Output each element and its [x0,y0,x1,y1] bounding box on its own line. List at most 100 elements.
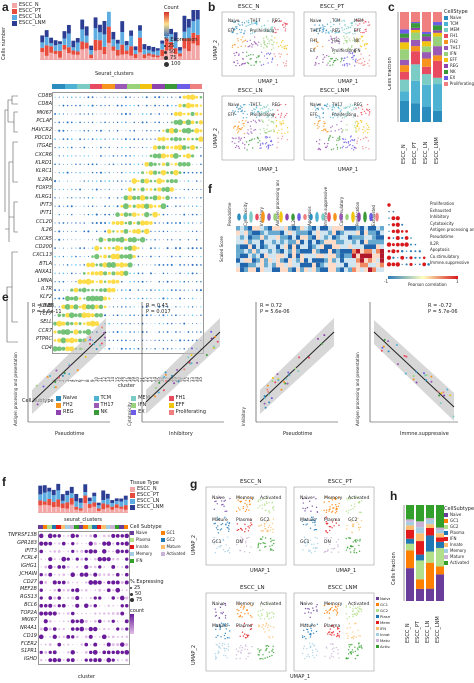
umap-point [271,611,273,613]
umap-point [362,40,364,42]
legend-label: Innate [380,632,390,637]
umap-point [351,636,354,638]
expression-dot [152,153,158,159]
umap-point [353,613,355,616]
correlation-dot [395,229,400,234]
expression-dot [71,155,73,157]
cluster-label: Proliferating [332,112,357,117]
heat-cell [336,235,340,240]
bar-segment [56,490,61,500]
expression-dot [112,172,114,174]
bar-segment [75,51,80,55]
expression-dot [113,298,114,299]
strip-cell [78,525,83,529]
expression-dot [85,312,91,318]
umap-point [367,24,369,27]
umap-point [349,644,352,646]
expression-dot [58,280,60,283]
expression-dot [195,137,199,141]
scatter-point [216,340,219,343]
strip-cell [102,84,107,89]
strip-cell [127,84,132,89]
heat-cell [328,239,332,245]
umap-point [330,634,333,636]
umap-point [336,634,339,637]
x-axis-label: UMAP_1 [250,568,271,574]
expression-dot [157,145,162,150]
panel-label-c: c [388,0,395,14]
fraction-segment [416,527,424,534]
umap-point [362,57,365,60]
umap-point [335,610,337,612]
fraction-segment [411,27,420,30]
expression-dot [107,271,111,275]
umap-point [302,636,304,639]
expression-dot [145,188,148,191]
expression-dot [125,347,127,350]
expression-dot [98,588,102,592]
expression-dot [124,533,129,539]
expression-dot [165,195,170,201]
cluster-label: Memory [236,601,255,607]
heat-cell [236,258,240,263]
expression-dot [79,155,81,157]
umap-point [259,615,261,617]
bar-segment [92,506,97,513]
expression-dot [182,103,187,108]
umap-point [270,27,272,29]
scatter-point [415,381,418,384]
umap-point [259,143,262,145]
heat-cell [328,253,332,259]
expression-dot [56,320,63,327]
legend-label: Mature [380,638,390,643]
umap-point [365,146,367,149]
legend-label: REG [63,408,74,415]
umap-point [365,122,368,125]
expression-dot [96,155,98,157]
umap-point [353,635,355,637]
expression-dot [87,180,90,182]
umap-point [361,120,363,122]
expression-dot [185,94,191,100]
legend-swatch [444,16,448,20]
correlation-dot [388,210,390,213]
bar-segment [102,34,107,47]
violin-shape [351,211,355,223]
legend-item: IFN [130,558,160,564]
x-axis-label: UMAP_1 [290,674,311,680]
expression-dot [135,228,142,235]
expression-dot [102,541,107,546]
umap-point [242,142,244,144]
expression-dot [154,96,156,99]
heat-cell [244,244,248,249]
umap-point [266,45,268,47]
umap-point [268,629,270,632]
fraction-segment [433,21,442,26]
heat-cell [364,249,368,254]
legend-swatch [444,525,448,529]
umap-point [329,21,332,23]
umap-point [257,500,259,503]
umap-point [324,655,326,658]
expression-dot [91,171,94,174]
expression-dot [54,255,56,258]
bar-segment [182,38,187,49]
umap-point [327,603,329,605]
expr-level: 25 [134,584,141,591]
expression-dot [91,138,94,140]
heat-cell [268,262,272,268]
fraction-segment [400,37,409,43]
expression-dot [62,297,65,300]
expression-dot [79,239,81,241]
umap-point [336,39,339,42]
expression-dot [116,596,119,600]
heat-cell [380,262,384,268]
umap-point [316,124,318,127]
umap-point [227,643,230,645]
legend-label: TCM [450,21,459,26]
umap-point [224,623,226,625]
p-value: P = 6.6e-11 [32,309,62,315]
heat-cell [300,244,304,249]
expression-dot [66,565,70,569]
